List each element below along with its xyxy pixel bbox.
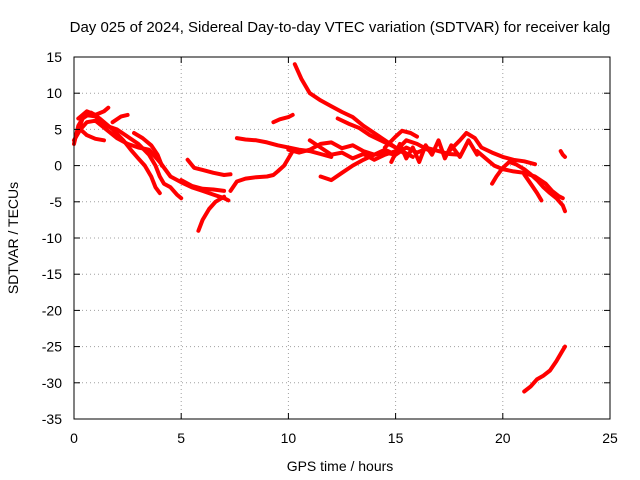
series-trace-13 [271,112,295,125]
tick-labels: 0 5 10 15 20 25 15 10 5 0 -5 -10 -15 -20 -25 -30 -35 [42,49,618,446]
y-tick-label: 5 [54,121,62,137]
y-tick-label: -15 [42,266,62,282]
y-tick-label: 0 [54,158,62,174]
series-trace-9 [179,178,227,193]
series-trace-21 [447,131,537,167]
axis-ticks [73,56,611,420]
series-trace-8 [196,194,227,233]
x-tick-label: 25 [602,430,618,446]
grid-lines [74,57,610,419]
series-trace-12 [234,136,334,159]
series-trace-23 [490,160,567,214]
series-trace-25 [558,149,567,159]
series-trace-24 [522,172,544,203]
series-trace-26 [522,344,567,394]
series-trace-7 [132,131,164,168]
series-trace-1 [72,112,184,201]
series-trace-6 [110,112,130,125]
series-trace-19 [382,128,419,150]
series-trace-11 [228,149,295,193]
x-axis-label: GPS time / hours [287,458,394,474]
series-trace-10 [185,157,233,177]
y-tick-label: -20 [42,302,62,318]
series-trace-4 [76,105,111,121]
y-tick-label: -10 [42,230,62,246]
x-tick-label: 15 [388,430,404,446]
y-tick-label: -30 [42,375,62,391]
y-tick-label: 15 [46,49,62,65]
series-trace-5 [78,127,106,143]
y-tick-label: -5 [50,194,63,210]
y-axis-label: SDTVAR / TECUs [5,182,21,294]
x-tick-label: 20 [495,430,511,446]
chart-title: Day 025 of 2024, Sidereal Day-to-day VTE… [70,19,611,36]
y-tick-label: -25 [42,339,62,355]
series-trace-18 [318,150,398,183]
y-tick-label: 10 [46,85,62,101]
data-series [72,62,567,394]
x-tick-label: 0 [70,430,78,446]
series-trace-3 [72,118,231,203]
series-trace-20 [389,138,480,164]
x-tick-label: 5 [177,430,185,446]
y-tick-label: -35 [42,411,62,427]
x-tick-label: 10 [281,430,297,446]
